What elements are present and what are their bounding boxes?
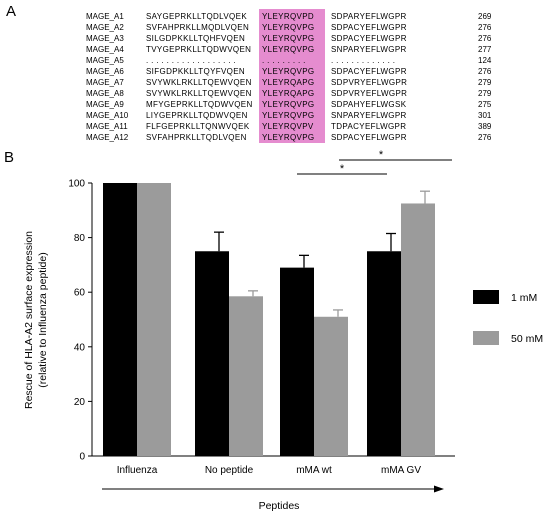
sequence-right: SNPARYEFLWGPR (331, 111, 407, 120)
sequence-right: SDPACYEFLWGPR (331, 23, 407, 32)
sequence-length: 275 (478, 100, 492, 109)
sequence-motif: . . . . . . . . . (262, 56, 306, 65)
bar (195, 251, 229, 456)
x-tick-label: No peptide (205, 465, 254, 476)
sequence-left: . . . . . . . . . . . . . . . . . . (146, 56, 237, 65)
sequence-motif: YLEYRQAPG (262, 89, 315, 98)
sequence-motif: YLEYRQVPG (262, 34, 315, 43)
sequence-length: 124 (478, 56, 492, 65)
sequence-motif: YLEYRQVPV (262, 122, 314, 131)
sequence-name: MAGE_A2 (86, 23, 124, 32)
y-tick-label: 80 (74, 233, 86, 244)
bar (280, 267, 314, 456)
sequence-name: MAGE_A12 (86, 133, 129, 142)
sequence-length: 276 (478, 34, 492, 43)
sequence-length: 276 (478, 23, 492, 32)
sequence-name: MAGE_A9 (86, 100, 124, 109)
sequence-motif: YLEYRQVPG (262, 67, 315, 76)
sequence-name: MAGE_A11 (86, 122, 128, 131)
sequence-length: 269 (478, 12, 492, 21)
sequence-left: FLFGEPRKLLTQNWVQEK (146, 122, 250, 131)
x-tick-label: Influenza (117, 465, 158, 476)
y-tick-label: 20 (74, 397, 86, 408)
legend-label: 1 mM (511, 292, 537, 304)
sequence-name: MAGE_A7 (86, 78, 124, 87)
bar (137, 183, 171, 456)
conserved-motif-highlight (259, 9, 325, 143)
panel-b-label: B (4, 149, 15, 166)
panel-a-label: A (6, 3, 17, 20)
sequence-right: SDPAHYEFLWGSK (331, 100, 407, 109)
sequence-right: SDPACYEFLWGPR (331, 133, 407, 142)
sequence-motif: YLEYRQVPG (262, 100, 315, 109)
sequence-left: TVYGEPRKLLTQDWVQEN (146, 45, 252, 54)
sequence-right: . . . . . . . . . . . . . (331, 56, 396, 65)
sequence-motif: YLEYRQVPD (262, 12, 315, 21)
sequence-length: 276 (478, 67, 492, 76)
sequence-motif: YLEYRQVPG (262, 133, 315, 142)
y-tick-label: 40 (74, 342, 86, 353)
y-tick-label: 100 (68, 179, 85, 190)
legend-swatch (473, 290, 499, 304)
y-tick-label: 0 (79, 452, 85, 463)
sequence-left: SILGDPKKLLTQHFVQEN (146, 34, 246, 43)
sequence-length: 279 (478, 89, 492, 98)
sequence-length: 276 (478, 133, 492, 142)
sequence-motif: YLEYRQVPG (262, 111, 315, 120)
sequence-name: MAGE_A4 (86, 45, 124, 54)
significance-marker: * (379, 150, 384, 161)
bar (401, 203, 435, 456)
y-tick-label: 60 (74, 288, 86, 299)
y-axis-label: Rescue of HLA-A2 surface expression (23, 231, 35, 409)
sequence-left: SVYWKLRKLLTQEWVQEN (146, 78, 252, 87)
bar (314, 316, 348, 456)
sequence-motif: YLEYRQAPG (262, 78, 315, 87)
sequence-right: SNPARYEFLWGPR (331, 45, 407, 54)
y-axis-label-2: (relative to Influenza peptide) (37, 252, 49, 387)
sequence-length: 277 (478, 45, 492, 54)
sequence-name: MAGE_A3 (86, 34, 124, 43)
sequence-motif: YLEYRQVPG (262, 23, 315, 32)
sequence-name: MAGE_A10 (86, 111, 129, 120)
sequence-length: 279 (478, 78, 492, 87)
sequence-left: SIFGDPKKLLTQYFVQEN (146, 67, 246, 76)
sequence-length: 389 (478, 122, 492, 131)
legend-swatch (473, 331, 499, 345)
sequence-right: SDPVRYEFLWGPR (331, 89, 408, 98)
sequence-motif: YLEYRQVPG (262, 45, 315, 54)
x-tick-label: mMA wt (296, 465, 332, 476)
sequence-right: SDPACYEFLWGPR (331, 34, 407, 43)
sequence-left: SVYWKLRKLLTQEWVQEN (146, 89, 252, 98)
sequence-right: SDPVRYEFLWGPR (331, 78, 408, 87)
sequence-left: MFYGEPRKLLTQDWVQEN (146, 100, 253, 109)
sequence-alignment: MAGE_A1 SAYGEPRKLLTQDLVQEK YLEYRQVPD SDPARY… (0, 0, 550, 150)
sequence-left: SVFAHPRKLLMQDLVQEN (146, 23, 250, 32)
bar (229, 296, 263, 456)
sequence-name: MAGE_A6 (86, 67, 124, 76)
sequence-name: MAGE_A1 (86, 12, 124, 21)
bar-chart: 0 20 40 60 80 100 Influenza No peptide mMA wt mMA… (23, 150, 543, 512)
x-axis-arrow-head (434, 485, 444, 493)
x-axis-label: Peptides (259, 500, 300, 512)
sequence-length: 301 (478, 111, 492, 120)
bar (103, 183, 137, 456)
sequence-right: TDPACYEFLWGPR (331, 122, 407, 131)
sequence-name: MAGE_A5 (86, 56, 124, 65)
sequence-left: SVFAHPRKLLTQDLVQEN (146, 133, 247, 142)
sequence-name: MAGE_A8 (86, 89, 124, 98)
bar (367, 251, 401, 456)
sequence-left: SAYGEPRKLLTQDLVQEK (146, 12, 247, 21)
significance-marker: * (340, 163, 345, 175)
sequence-left: LIYGEPRKLLTQDWVQEN (146, 111, 248, 120)
sequence-right: SDPARYEFLWGPR (331, 12, 407, 21)
legend-label: 50 mM (511, 333, 543, 345)
x-tick-label: mMA GV (381, 465, 421, 476)
sequence-right: SDPACYEFLWGPR (331, 67, 407, 76)
